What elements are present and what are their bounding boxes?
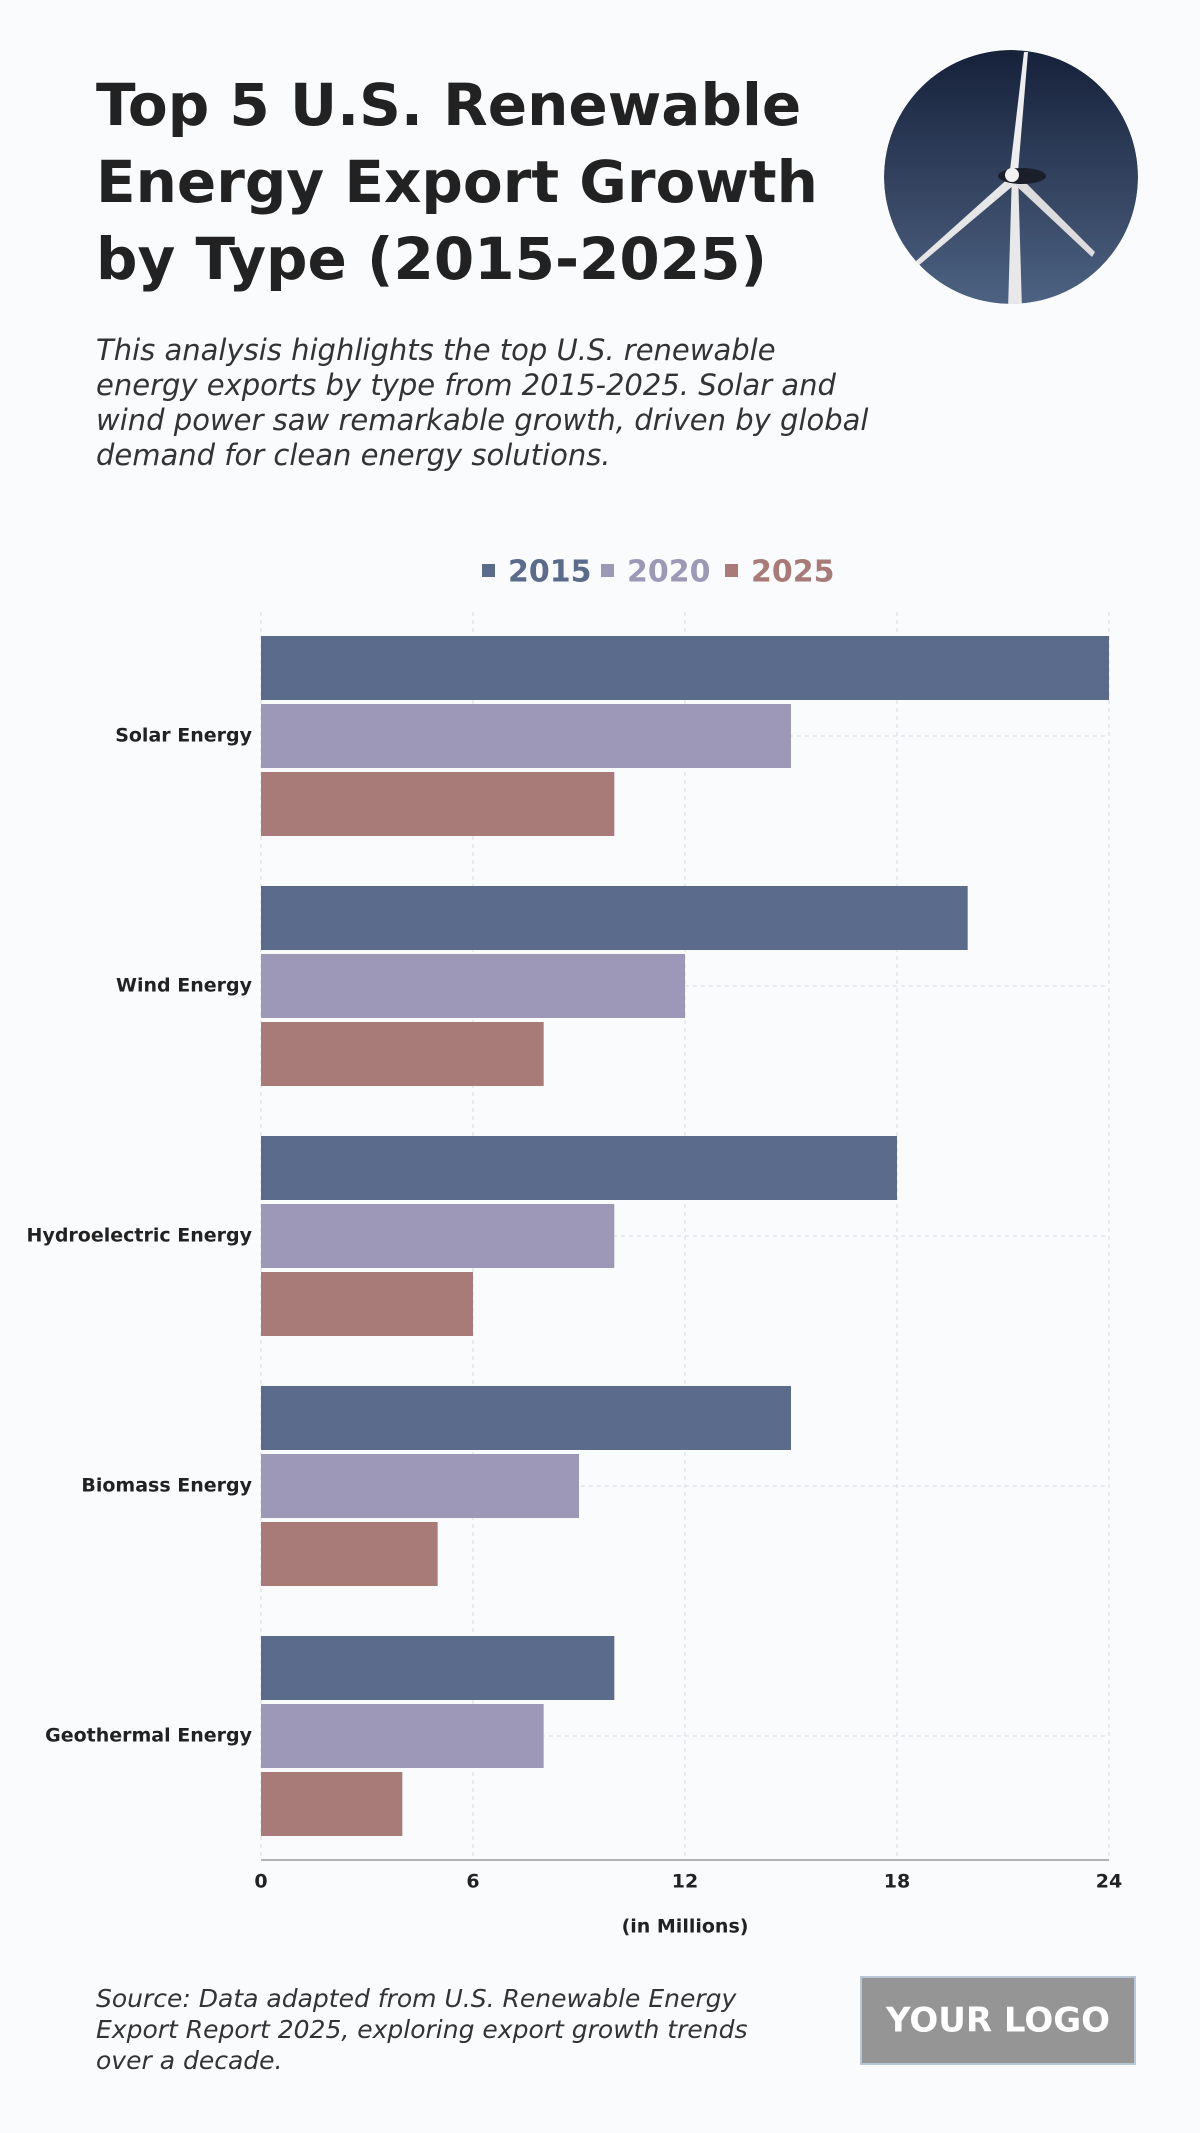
bar bbox=[261, 636, 1109, 700]
bar bbox=[261, 1636, 615, 1700]
plot: 0 6 12 18 24 (in Millions) 2015 2020 2025 Solar E… bbox=[27, 555, 1123, 1938]
x-axis-label: (in Millions) bbox=[622, 1916, 749, 1938]
bar bbox=[261, 1454, 579, 1518]
bar bbox=[261, 1204, 615, 1268]
legend-label: 2015 bbox=[508, 555, 592, 590]
y-tick-label: Geothermal Energy bbox=[45, 1725, 253, 1747]
legend-swatch bbox=[482, 564, 495, 577]
bar bbox=[261, 1522, 438, 1586]
legend-label: 2020 bbox=[627, 555, 711, 590]
x-tick-label: 6 bbox=[466, 1871, 479, 1893]
bar bbox=[261, 1272, 473, 1336]
bar bbox=[261, 886, 968, 950]
bar bbox=[261, 1704, 544, 1768]
chart-title: Top 5 U.S. Renewable Energy Export Growth… bbox=[96, 71, 818, 293]
bar bbox=[261, 1386, 791, 1450]
legend-swatch bbox=[601, 564, 614, 577]
bar bbox=[261, 704, 791, 768]
logo-box bbox=[860, 1976, 1136, 2065]
y-tick-label: Solar Energy bbox=[115, 725, 252, 747]
bar bbox=[261, 954, 685, 1018]
logo: YOUR LOGO bbox=[885, 2001, 1110, 2041]
legend-swatch bbox=[725, 564, 738, 577]
x-tick-label: 18 bbox=[884, 1871, 910, 1893]
turbine-image bbox=[884, 50, 1138, 304]
legend-label: 2025 bbox=[751, 555, 835, 590]
x-tick-label: 0 bbox=[254, 1871, 267, 1893]
bar bbox=[261, 1772, 403, 1836]
x-tick-label: 12 bbox=[672, 1871, 698, 1893]
x-tick-label: 24 bbox=[1096, 1871, 1122, 1893]
bar bbox=[261, 1136, 897, 1200]
y-tick-label: Hydroelectric Energy bbox=[27, 1225, 253, 1247]
bar bbox=[261, 1022, 544, 1086]
y-tick-label: Wind Energy bbox=[116, 975, 253, 997]
y-tick-label: Biomass Energy bbox=[81, 1475, 252, 1497]
source-note: Source: Data adapted from U.S. Renewable… bbox=[96, 1984, 747, 2075]
chart-subtitle: This analysis highlights the top U.S. re… bbox=[96, 333, 868, 472]
bar bbox=[261, 772, 615, 836]
